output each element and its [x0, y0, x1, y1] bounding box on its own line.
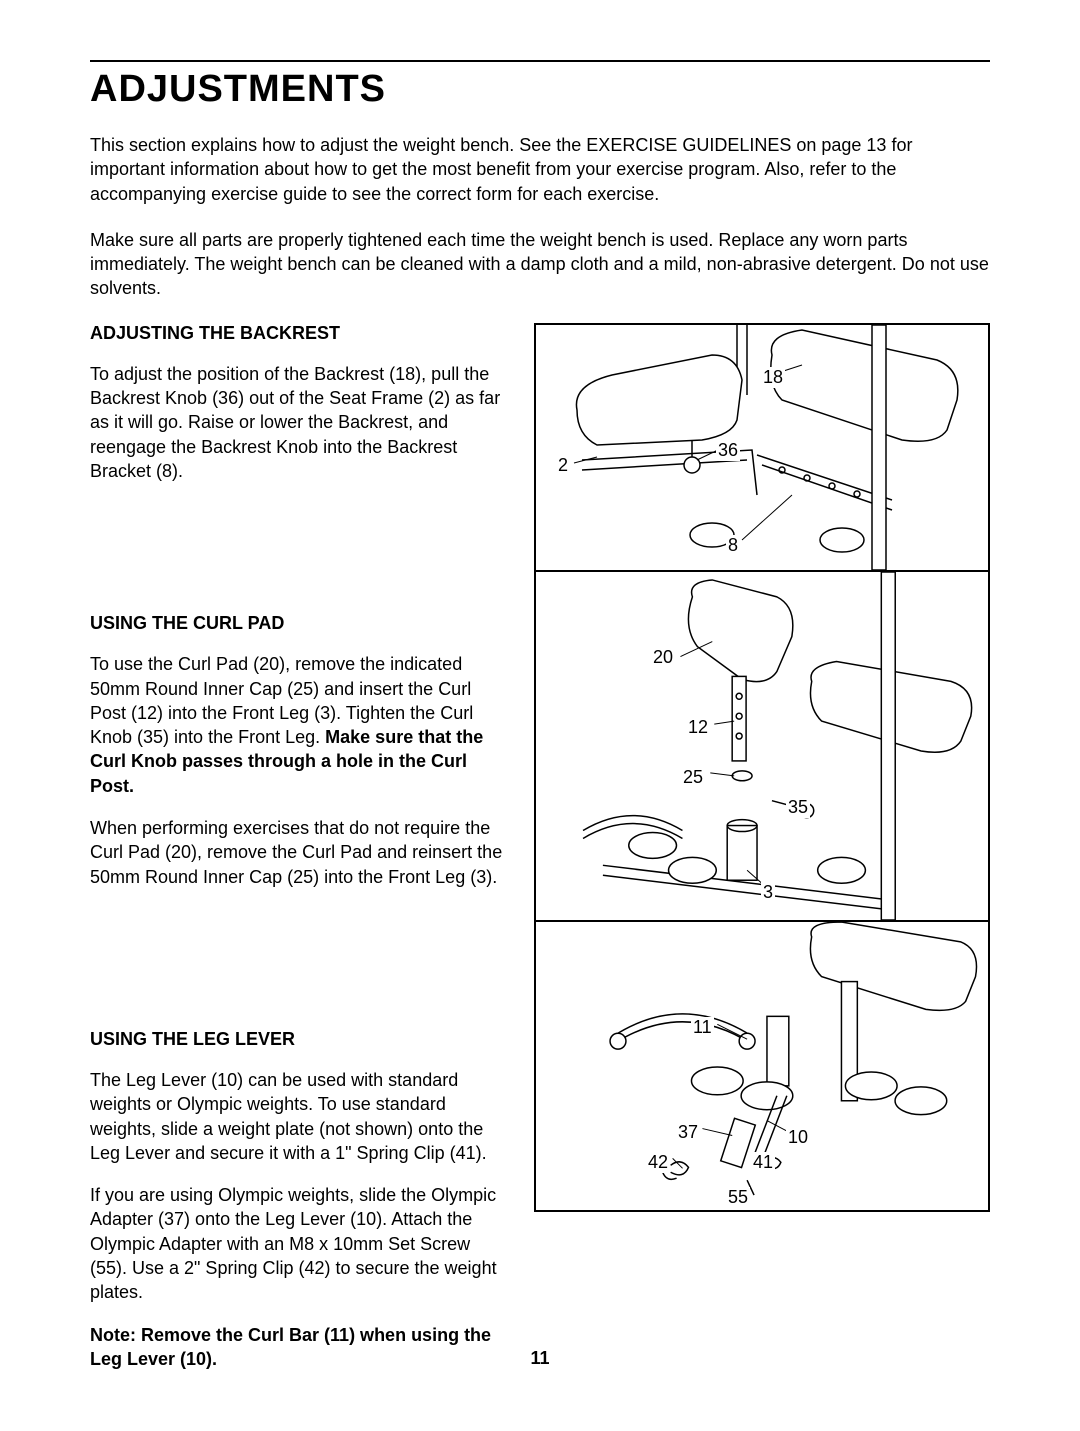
- figure-container: 18 36 2 8: [534, 323, 990, 1212]
- callout-label: 18: [761, 367, 785, 388]
- callout-label: 2: [556, 455, 570, 476]
- top-rule: [90, 60, 990, 62]
- section-paragraph: The Leg Lever (10) can be used with stan…: [90, 1068, 510, 1165]
- section-heading: USING THE CURL PAD: [90, 613, 510, 634]
- callout-label: 37: [676, 1122, 700, 1143]
- callout-label: 42: [646, 1152, 670, 1173]
- text-column: ADJUSTING THE BACKREST To adjust the pos…: [90, 323, 510, 1431]
- section-leg-lever: USING THE LEG LEVER The Leg Lever (10) c…: [90, 1029, 510, 1371]
- callout-label: 35: [786, 797, 810, 818]
- callout-label: 3: [761, 882, 775, 903]
- callout-label: 12: [686, 717, 710, 738]
- section-backrest: ADJUSTING THE BACKREST To adjust the pos…: [90, 323, 510, 483]
- section-heading: USING THE LEG LEVER: [90, 1029, 510, 1050]
- intro-paragraph-2: Make sure all parts are properly tighten…: [90, 228, 990, 301]
- callout-label: 25: [681, 767, 705, 788]
- callout-label: 36: [716, 440, 740, 461]
- figure-leg-lever: 11 37 10 42 41 55: [536, 920, 988, 1210]
- backrest-diagram-svg: [536, 325, 988, 570]
- figure-backrest: 18 36 2 8: [536, 325, 988, 570]
- callout-label: 8: [726, 535, 740, 556]
- page-title: ADJUSTMENTS: [90, 68, 990, 111]
- callout-label: 11: [691, 1017, 714, 1038]
- intro-paragraph-1: This section explains how to adjust the …: [90, 133, 990, 206]
- callout-label: 10: [786, 1127, 810, 1148]
- section-heading: ADJUSTING THE BACKREST: [90, 323, 510, 344]
- section-paragraph: To use the Curl Pad (20), remove the ind…: [90, 652, 510, 798]
- manual-page: ADJUSTMENTS This section explains how to…: [0, 0, 1080, 1397]
- figure-column: 18 36 2 8: [534, 323, 990, 1431]
- section-paragraph: To adjust the position of the Backrest (…: [90, 362, 510, 483]
- callout-label: 20: [651, 647, 675, 668]
- callout-label: 41: [751, 1152, 775, 1173]
- figure-curl-pad: 20 12 25 35 3: [536, 570, 988, 920]
- section-paragraph: If you are using Olympic weights, slide …: [90, 1183, 510, 1304]
- curl-pad-diagram-svg: [536, 572, 988, 920]
- two-column-layout: ADJUSTING THE BACKREST To adjust the pos…: [90, 323, 990, 1431]
- section-curl-pad: USING THE CURL PAD To use the Curl Pad (…: [90, 613, 510, 889]
- callout-label: 55: [726, 1187, 750, 1208]
- section-paragraph: When performing exercises that do not re…: [90, 816, 510, 889]
- page-number: 11: [0, 1348, 1080, 1369]
